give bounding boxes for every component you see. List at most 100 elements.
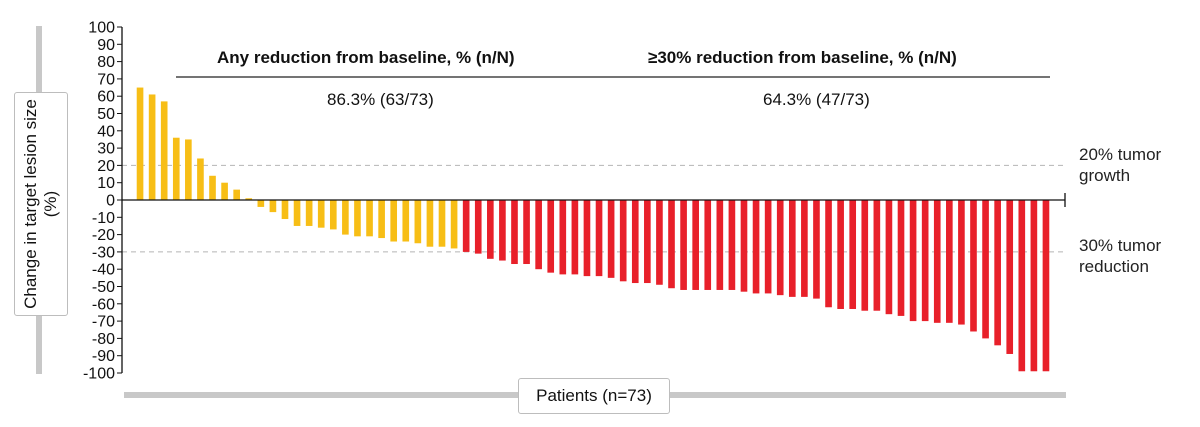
bar-65: [909, 200, 917, 322]
bar-73: [1006, 200, 1014, 354]
bar-49: [716, 200, 724, 290]
table-header-any-reduction: Any reduction from baseline, % (n/N): [217, 48, 515, 67]
y-tick-label-17: -60: [92, 296, 115, 313]
y-tick-label-16: -50: [92, 279, 115, 296]
y-tick-label-7: 40: [97, 123, 115, 140]
bar-25: [426, 200, 434, 247]
bar-54: [776, 200, 784, 296]
bar-6: [197, 158, 204, 200]
bar-47: [692, 200, 699, 290]
bar-51: [740, 200, 748, 292]
bar-69: [958, 200, 965, 325]
bar-5: [185, 139, 192, 200]
bar-74: [1018, 200, 1026, 372]
bar-76: [1042, 200, 1050, 372]
y-tick-label-15: -40: [92, 262, 115, 279]
bar-46: [680, 200, 687, 290]
bar-66: [921, 200, 929, 322]
bar-29: [474, 200, 482, 254]
bar-57: [813, 200, 820, 299]
table-header-30-reduction: ≥30% reduction from baseline, % (n/N): [648, 48, 957, 67]
y-tick-label-5: 60: [97, 89, 115, 106]
bar-3: [160, 101, 168, 200]
bar-48: [704, 200, 712, 290]
bar-32: [511, 200, 518, 265]
bar-75: [1030, 200, 1038, 372]
y-tick-label-11: 0: [106, 193, 115, 210]
bar-72: [994, 200, 1001, 346]
bar-40: [607, 200, 615, 278]
bar-19: [354, 200, 361, 237]
bar-42: [631, 200, 639, 284]
bar-39: [595, 200, 603, 277]
bar-8: [221, 182, 228, 200]
y-axis-label: Change in target lesion size (%): [21, 99, 60, 309]
bar-58: [825, 200, 832, 308]
bar-68: [946, 200, 953, 323]
y-tick-label-9: 20: [97, 158, 115, 175]
bar-7: [209, 175, 216, 200]
bar-56: [801, 200, 808, 297]
bar-44: [656, 200, 663, 285]
bar-21: [378, 200, 385, 239]
table-value-30-reduction: 64.3% (47/73): [763, 90, 870, 109]
bar-71: [982, 200, 989, 339]
y-tick-label-18: -70: [92, 314, 115, 331]
bar-26: [438, 200, 446, 247]
bar-10: [245, 198, 253, 200]
bar-38: [583, 200, 591, 277]
bar-50: [728, 200, 736, 290]
reduction-reference-label: 30% tumor reduction: [1079, 236, 1162, 276]
bar-20: [366, 200, 373, 237]
bar-45: [668, 200, 675, 289]
y-tick-label-3: 80: [97, 54, 115, 71]
bar-43: [644, 200, 651, 284]
x-axis-label: Patients (n=73): [518, 378, 670, 414]
bar-18: [342, 200, 349, 235]
y-tick-label-20: -90: [92, 348, 115, 365]
table-value-any-reduction: 86.3% (63/73): [327, 90, 434, 109]
bar-27: [450, 200, 458, 249]
bar-64: [897, 200, 905, 316]
bar-60: [849, 200, 857, 309]
bar-63: [885, 200, 893, 315]
y-tick-label-2: 90: [97, 37, 115, 54]
bar-55: [788, 200, 796, 297]
bar-17: [329, 200, 337, 230]
bar-62: [873, 200, 881, 311]
bar-16: [317, 200, 325, 228]
bar-24: [414, 200, 422, 244]
bar-30: [487, 200, 494, 259]
bar-2: [148, 94, 156, 200]
bar-34: [535, 200, 542, 270]
bar-15: [305, 200, 313, 226]
bar-13: [281, 200, 289, 220]
y-tick-label-19: -80: [92, 331, 115, 348]
bar-53: [764, 200, 772, 294]
bar-31: [499, 200, 506, 261]
y-tick-label-6: 50: [97, 106, 115, 123]
bar-4: [172, 137, 180, 200]
bar-61: [861, 200, 869, 311]
y-tick-label-10: 10: [97, 175, 115, 192]
bar-33: [523, 200, 530, 265]
bar-41: [619, 200, 627, 282]
bar-67: [933, 200, 941, 323]
y-tick-label-4: 70: [97, 71, 115, 88]
bar-9: [233, 189, 240, 200]
bar-23: [402, 200, 410, 242]
bar-28: [462, 200, 470, 252]
bar-35: [547, 200, 555, 273]
bar-70: [970, 200, 977, 332]
y-tick-label-8: 30: [97, 141, 115, 158]
y-tick-label-14: -30: [92, 244, 115, 261]
y-axis-label-box: Change in target lesion size (%): [14, 92, 68, 316]
bar-59: [837, 200, 844, 309]
bar-11: [257, 200, 265, 207]
growth-reference-label: 20% tumor growth: [1079, 145, 1162, 185]
bar-12: [269, 200, 277, 213]
bar-1: [136, 87, 144, 200]
y-tick-label-13: -20: [92, 227, 115, 244]
y-tick-label-21: -100: [83, 366, 115, 383]
